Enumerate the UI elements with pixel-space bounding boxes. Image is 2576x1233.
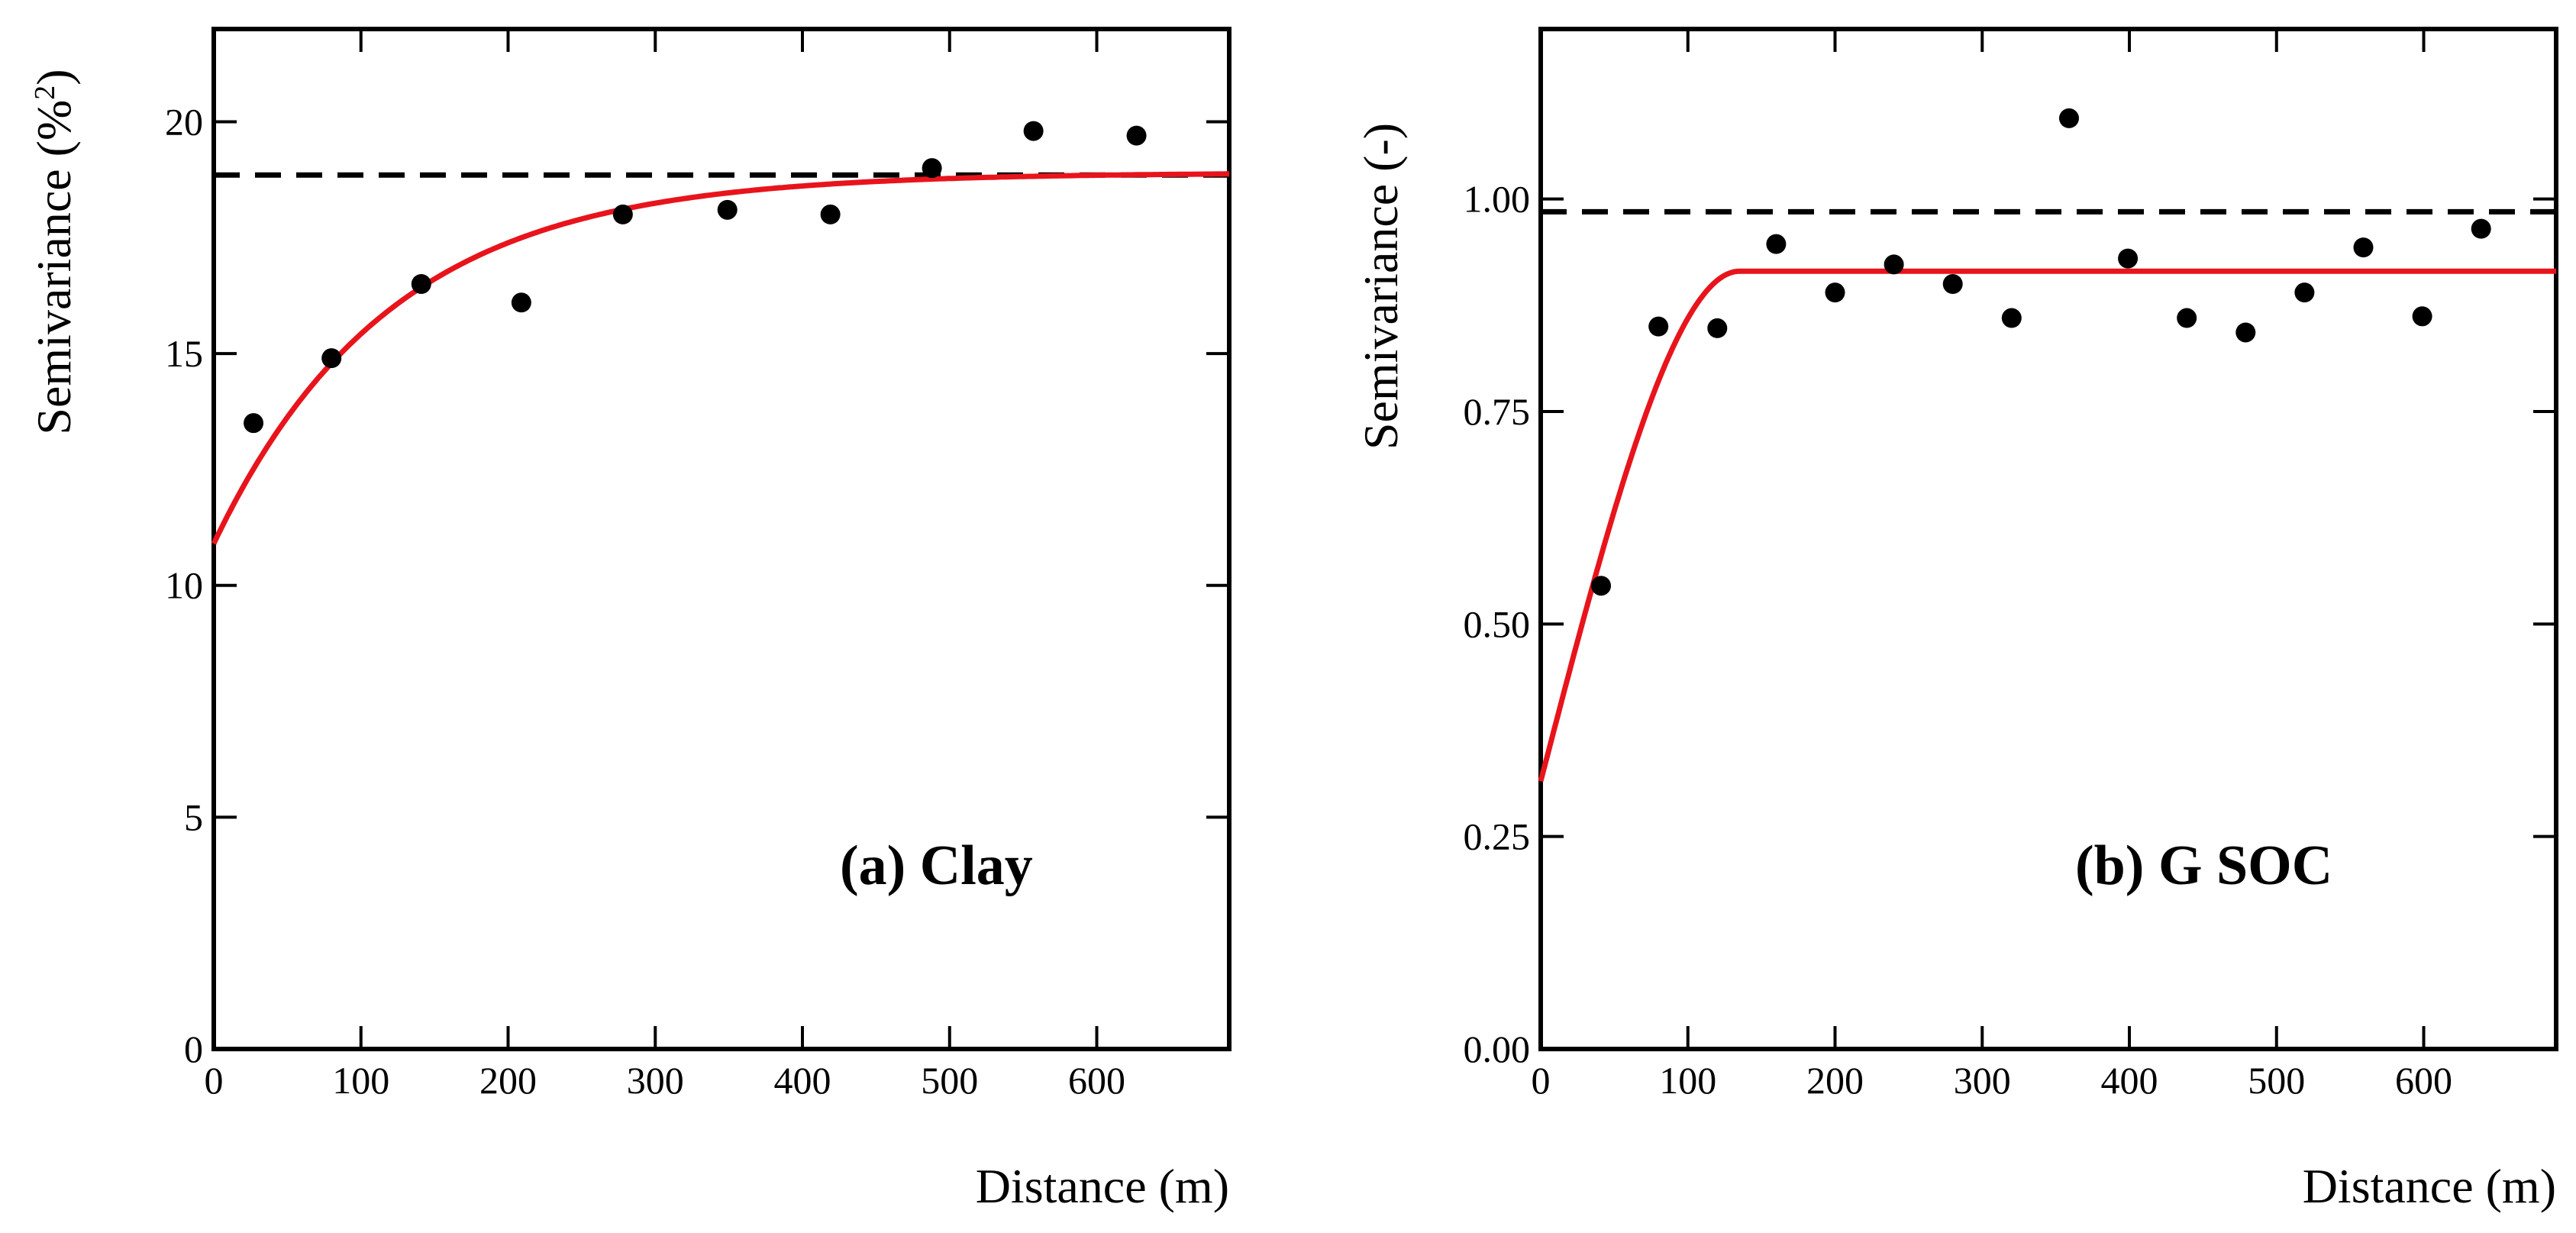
- data-point: [1126, 125, 1147, 146]
- data-point: [2177, 308, 2197, 328]
- panel-a-fit-curve: [211, 171, 1229, 545]
- panel-a-ticks: [212, 29, 1229, 1051]
- panel-a-x-tick-label: 300: [627, 1059, 684, 1102]
- data-point: [1648, 316, 1669, 337]
- panel-b-x-tick-label: 100: [1659, 1059, 1716, 1102]
- panel-a-x-tick-label: 0: [205, 1059, 224, 1102]
- data-point: [1766, 234, 1787, 254]
- panel-b: 0 100 200 300 400 500 600 0.00 0.25 0.50…: [1354, 27, 2558, 1213]
- data-point: [2058, 108, 2079, 128]
- panel-a-x-tick-label: 600: [1068, 1059, 1125, 1102]
- data-point: [2235, 322, 2256, 343]
- panel-a-frame: [211, 27, 1232, 1051]
- data-point: [1884, 254, 1904, 275]
- data-point: [2412, 306, 2432, 327]
- panel-b-y-tick-label: 0.50: [1464, 602, 1531, 645]
- data-point: [612, 204, 633, 224]
- panel-b-fit-curve: [1538, 268, 2556, 783]
- panel-a-y-axis-title-sup: 2: [29, 86, 61, 100]
- panel-a-x-axis-title: Distance (m): [976, 1159, 1229, 1213]
- data-point: [2353, 237, 2374, 258]
- panel-a-x-tick-label: 100: [332, 1059, 389, 1102]
- data-point: [511, 292, 531, 313]
- panel-a-data-points: [244, 121, 1147, 434]
- data-point: [411, 274, 431, 294]
- data-point: [1707, 318, 1728, 338]
- data-point: [1023, 121, 1044, 141]
- panel-b-x-tick-label: 400: [2101, 1059, 2158, 1102]
- data-point: [1942, 274, 1963, 294]
- panel-b-ticks: [1539, 29, 2556, 1051]
- panel-b-y-tick-labels: 0.00 0.25 0.50 0.75 1.00: [1464, 178, 1531, 1070]
- data-point: [717, 199, 738, 220]
- data-point: [2294, 282, 2315, 303]
- panel-b-x-tick-label: 300: [1954, 1059, 2011, 1102]
- panel-b-x-tick-label: 0: [1532, 1059, 1551, 1102]
- panel-b-y-tick-label: 0.25: [1464, 815, 1531, 858]
- panel-b-y-axis-title: Semivariance (-): [1354, 123, 1408, 450]
- panel-a-x-tick-label: 200: [479, 1059, 537, 1102]
- panel-b-frame: [1538, 27, 2558, 1051]
- panel-a-y-tick-labels: 0 5 10 15 20: [165, 100, 203, 1070]
- panel-a: 0 100 200 300 400 500 600 0 5 10 15 20 (…: [27, 27, 1232, 1213]
- panel-b-y-tick-label: 0.75: [1464, 390, 1531, 433]
- panel-a-x-tick-label: 500: [921, 1059, 978, 1102]
- panel-a-y-axis-title-close: ): [27, 69, 81, 85]
- panel-a-y-tick-label: 10: [165, 564, 203, 607]
- panel-a-label: (a) Clay: [840, 834, 1033, 897]
- data-point: [2118, 248, 2139, 269]
- panel-b-label: (b) G SOC: [2075, 834, 2332, 897]
- data-point: [244, 413, 264, 434]
- panel-a-y-tick-label: 5: [184, 796, 203, 838]
- panel-b-x-tick-label: 500: [2248, 1059, 2305, 1102]
- panel-a-y-tick-label: 20: [165, 100, 203, 143]
- panel-a-x-tick-labels: 0 100 200 300 400 500 600: [205, 1059, 1126, 1102]
- panel-b-data-points: [1591, 108, 2491, 596]
- data-point: [2471, 218, 2491, 239]
- panel-a-y-tick-label: 0: [184, 1028, 203, 1070]
- panel-b-y-tick-label: 0.00: [1464, 1028, 1531, 1070]
- panel-b-x-axis-title: Distance (m): [2303, 1159, 2556, 1213]
- panel-a-x-tick-label: 400: [774, 1059, 831, 1102]
- data-point: [2001, 308, 2022, 328]
- panel-b-y-tick-label: 1.00: [1464, 178, 1531, 221]
- panel-a-y-tick-label: 15: [165, 332, 203, 375]
- data-point: [321, 348, 342, 369]
- panel-b-x-tick-label: 200: [1806, 1059, 1864, 1102]
- data-point: [820, 204, 841, 224]
- panel-a-y-axis-title: Semivariance (%2): [27, 69, 81, 434]
- panel-b-x-tick-labels: 0 100 200 300 400 500 600: [1532, 1059, 2453, 1102]
- panel-a-y-axis-title-main: Semivariance (%: [27, 100, 81, 435]
- data-point: [1825, 282, 1845, 303]
- data-point: [1591, 576, 1612, 596]
- panel-b-x-tick-label: 600: [2395, 1059, 2452, 1102]
- data-point: [922, 158, 942, 179]
